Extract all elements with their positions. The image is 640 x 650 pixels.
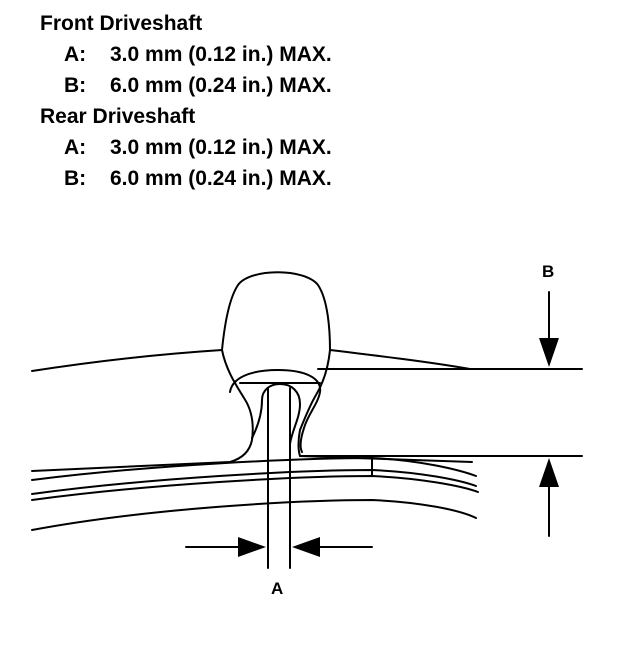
shaft-layer-2: [31, 469, 477, 495]
front-spec-b-label: B:: [64, 74, 87, 97]
rear-spec-b-label: B:: [64, 167, 87, 190]
label-b: B: [542, 262, 554, 281]
shaft-layer-4: [31, 499, 477, 531]
boot-surface-right: [329, 349, 471, 370]
front-spec-a-label: A:: [64, 43, 87, 66]
rear-spec-b: B: 6.0 mm (0.24 in.) MAX.: [40, 163, 600, 194]
shaft-layer-1: [31, 457, 477, 481]
arrow-b-top-head: [539, 338, 559, 367]
rear-driveshaft-title: Rear Driveshaft: [40, 105, 196, 128]
arrow-a-right-head: [292, 537, 320, 557]
clamp-inner-fold: [229, 369, 322, 453]
arrow-a-left-head: [238, 537, 266, 557]
shaft-layer-3: [31, 475, 479, 501]
front-driveshaft-title: Front Driveshaft: [40, 12, 203, 35]
rear-spec-a-value: 3.0 mm (0.12 in.) MAX.: [110, 136, 332, 159]
front-spec-a: A: 3.0 mm (0.12 in.) MAX.: [40, 39, 600, 70]
rear-spec-a-label: A:: [64, 136, 87, 159]
rear-spec-b-value: 6.0 mm (0.24 in.) MAX.: [110, 167, 332, 190]
clamp-inner-curl: [251, 383, 301, 445]
front-spec-a-value: 3.0 mm (0.12 in.) MAX.: [110, 43, 332, 66]
clamp-band: [31, 271, 473, 472]
front-spec-b-value: 6.0 mm (0.24 in.) MAX.: [110, 74, 332, 97]
boot-surface-left: [31, 349, 223, 372]
arrow-b-bottom-head: [539, 458, 559, 487]
rear-spec-a: A: 3.0 mm (0.12 in.) MAX.: [40, 132, 600, 163]
front-spec-b: B: 6.0 mm (0.24 in.) MAX.: [40, 70, 600, 101]
spec-list: Front Driveshaft A: 3.0 mm (0.12 in.) MA…: [40, 8, 600, 194]
label-a: A: [271, 579, 283, 598]
